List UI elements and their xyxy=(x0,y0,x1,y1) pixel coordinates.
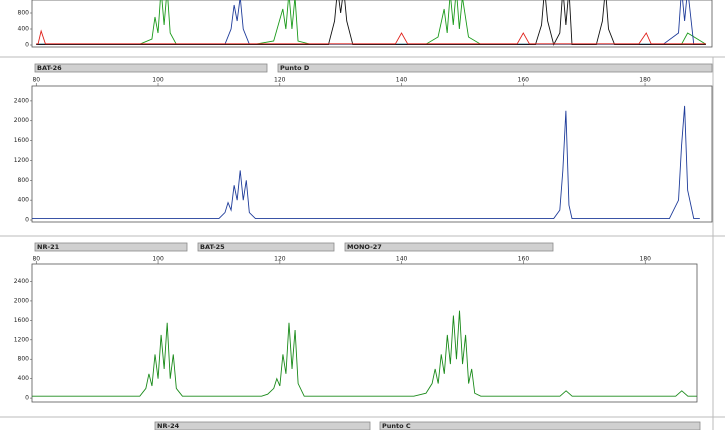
plot-area xyxy=(31,263,698,403)
y-tick-label: 1200 xyxy=(14,157,29,164)
marker-bin xyxy=(197,242,335,252)
y-tick-label: 0 xyxy=(25,395,29,402)
x-tick-label: 120 xyxy=(274,256,286,263)
x-tick-label: 120 xyxy=(274,77,286,84)
marker-label: BAT-26 xyxy=(37,64,62,72)
marker-bin xyxy=(277,63,713,73)
trace xyxy=(36,0,706,46)
marker-label: Punto D xyxy=(280,64,310,72)
x-tick-label: 100 xyxy=(152,256,164,263)
y-tick-label: 1600 xyxy=(14,137,29,144)
y-tick-label: 400 xyxy=(18,26,30,33)
x-tick-label: 180 xyxy=(639,77,651,84)
y-tick-label: 400 xyxy=(18,197,30,204)
x-tick-label: 180 xyxy=(640,256,652,263)
x-tick-label: 140 xyxy=(396,77,408,84)
marker-bin xyxy=(34,242,188,252)
y-tick-label: 0 xyxy=(25,42,29,49)
y-tick-label: 1600 xyxy=(14,317,29,324)
y-tick-label: 2000 xyxy=(14,297,29,304)
marker-label: BAT-25 xyxy=(200,243,225,251)
y-tick-label: 1200 xyxy=(14,336,29,343)
trace xyxy=(32,310,697,397)
plot-area xyxy=(31,0,713,48)
y-tick-label: 800 xyxy=(18,356,30,363)
trace xyxy=(36,0,707,45)
marker-label: Punto C xyxy=(382,422,411,430)
y-tick-label: 2000 xyxy=(14,117,29,124)
x-tick-label: 100 xyxy=(152,77,164,84)
marker-label: NR-21 xyxy=(37,243,60,251)
marker-bin xyxy=(34,63,268,73)
y-tick-label: 800 xyxy=(18,177,30,184)
y-tick-label: 2400 xyxy=(14,97,29,104)
marker-bin xyxy=(344,242,554,252)
x-tick-label: 160 xyxy=(518,77,530,84)
x-tick-label: 80 xyxy=(32,256,40,263)
y-tick-label: 0 xyxy=(25,217,29,224)
x-tick-label: 140 xyxy=(396,256,408,263)
marker-bin xyxy=(379,421,701,430)
y-tick-label: 400 xyxy=(18,375,30,382)
trace xyxy=(32,105,700,219)
plot-area xyxy=(31,85,713,223)
y-tick-label: 2400 xyxy=(14,278,29,285)
y-tick-label: 800 xyxy=(18,10,30,17)
x-tick-label: 80 xyxy=(32,77,40,84)
marker-label: MONO-27 xyxy=(347,243,382,251)
marker-label: NR-24 xyxy=(157,422,180,430)
trace xyxy=(36,29,706,45)
x-tick-label: 160 xyxy=(518,256,530,263)
marker-bin xyxy=(154,421,371,430)
